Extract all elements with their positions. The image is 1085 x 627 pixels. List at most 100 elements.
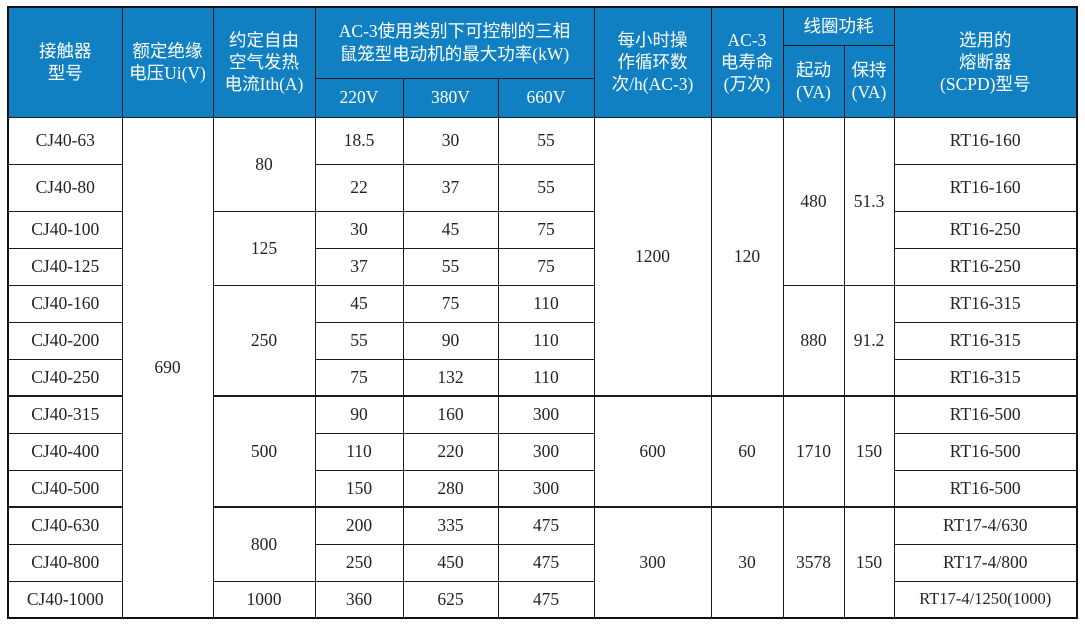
cell-model: CJ40-100 [7, 210, 123, 249]
cell-kw-220v: 18.5 [314, 116, 404, 165]
cell-kw-220v: 75 [314, 358, 404, 397]
cell-kw-220v: 30 [314, 210, 404, 249]
cell-fuse: RT17-4/800 [893, 543, 1078, 582]
cell-fuse: RT16-160 [893, 163, 1078, 212]
header-220v: 220V [314, 77, 404, 118]
cell-hold-va: 51.3 [843, 116, 895, 286]
cell-fuse: RT16-500 [893, 395, 1078, 434]
cell-life: 60 [710, 395, 784, 508]
cell-hold-va: 150 [843, 395, 895, 508]
cell-kw-380v: 45 [402, 210, 499, 249]
cell-kw-380v: 132 [402, 358, 499, 397]
cell-model: CJ40-63 [7, 116, 123, 165]
cell-kw-220v: 150 [314, 469, 404, 508]
cell-thermal-current: 80 [212, 116, 316, 212]
header-insulation-voltage: 额定绝缘 电压Ui(V) [121, 6, 214, 118]
cell-cycles: 1200 [593, 116, 712, 397]
cell-fuse: RT17-4/630 [893, 506, 1078, 545]
table-row: CJ40-800 250 450 475 RT17-4/800 [7, 543, 1078, 582]
cell-thermal-current: 500 [212, 395, 316, 508]
cell-kw-660v: 55 [497, 163, 595, 212]
cell-kw-660v: 475 [497, 506, 595, 545]
header-row-3: 220V 380V 660V [8, 77, 1077, 118]
cell-thermal-current: 800 [212, 506, 316, 582]
table-row: CJ40-63 690 80 18.5 30 55 1200 120 480 5… [7, 116, 1078, 619]
cell-kw-660v: 75 [497, 210, 595, 249]
cell-kw-380v: 90 [402, 321, 499, 360]
cell-kw-660v: 110 [497, 321, 595, 360]
header-coil-power-group: 线圈功耗 [782, 6, 895, 46]
cell-kw-660v: 475 [497, 543, 595, 582]
table-row: CJ40-1000 1000 360 625 475 RT17-4/1250(1… [7, 580, 1078, 619]
cell-cycles: 300 [593, 506, 712, 619]
table-row: CJ40-630 800 200 335 475 300 30 3578 150… [7, 506, 1078, 619]
cell-life: 30 [710, 506, 784, 619]
cell-kw-660v: 55 [497, 116, 595, 165]
cell-kw-380v: 280 [402, 469, 499, 508]
cell-kw-380v: 625 [402, 580, 499, 619]
cell-model: CJ40-160 [7, 284, 123, 323]
cell-kw-660v: 300 [497, 395, 595, 434]
table-row: CJ40-500 150 280 300 RT16-500 [7, 469, 1078, 508]
cell-model: CJ40-80 [7, 163, 123, 212]
cell-kw-380v: 220 [402, 432, 499, 471]
contactor-spec-table: 接触器 型号 额定绝缘 电压Ui(V) 约定自由 空气发热 电流Ith(A) A… [7, 6, 1078, 619]
cell-model: CJ40-200 [7, 321, 123, 360]
cell-kw-220v: 250 [314, 543, 404, 582]
cell-model: CJ40-800 [7, 543, 123, 582]
cell-fuse: RT16-315 [893, 321, 1078, 360]
table-row: CJ40-160 250 45 75 110 880 91.2 RT16-315 [7, 284, 1078, 397]
cell-life: 120 [710, 116, 784, 397]
table-row: CJ40-80 22 37 55 RT16-160 [7, 163, 1078, 212]
cell-start-va: 880 [782, 284, 845, 397]
cell-kw-220v: 90 [314, 395, 404, 434]
cell-fuse: RT17-4/1250(1000) [893, 580, 1078, 619]
cell-kw-660v: 75 [497, 247, 595, 286]
table-header: 接触器 型号 额定绝缘 电压Ui(V) 约定自由 空气发热 电流Ith(A) A… [7, 6, 1078, 118]
table-row: CJ40-125 37 55 75 RT16-250 [7, 247, 1078, 286]
header-model: 接触器 型号 [7, 6, 123, 118]
cell-fuse: RT16-500 [893, 469, 1078, 508]
cell-model: CJ40-630 [7, 506, 123, 545]
cell-kw-660v: 110 [497, 358, 595, 397]
header-coil-start-va: 起动 (VA) [782, 44, 845, 118]
cell-kw-220v: 110 [314, 432, 404, 471]
cell-model: CJ40-1000 [7, 580, 123, 619]
cell-thermal-current: 250 [212, 284, 316, 397]
cell-fuse: RT16-500 [893, 432, 1078, 471]
cell-kw-380v: 160 [402, 395, 499, 434]
header-thermal-current: 约定自由 空气发热 电流Ith(A) [212, 6, 316, 118]
cell-kw-380v: 37 [402, 163, 499, 212]
header-fuse-type: 选用的 熔断器 (SCPD)型号 [893, 6, 1078, 118]
cell-model: CJ40-500 [7, 469, 123, 508]
header-kw-group: AC-3使用类别下可控制的三相 鼠笼型电动机的最大功率(kW) [314, 6, 595, 79]
cell-thermal-current: 1000 [212, 580, 316, 619]
table-row: CJ40-200 55 90 110 RT16-315 [7, 321, 1078, 360]
cell-kw-220v: 360 [314, 580, 404, 619]
cell-model: CJ40-125 [7, 247, 123, 286]
cell-kw-660v: 300 [497, 469, 595, 508]
cell-cycles: 600 [593, 395, 712, 508]
table-row: CJ40-400 110 220 300 RT16-500 [7, 432, 1078, 471]
cell-thermal-current: 125 [212, 210, 316, 286]
cell-kw-660v: 110 [497, 284, 595, 323]
cell-model: CJ40-400 [7, 432, 123, 471]
cell-hold-va: 150 [843, 506, 895, 619]
cell-kw-660v: 300 [497, 432, 595, 471]
table-body: CJ40-63 690 80 18.5 30 55 1200 120 480 5… [7, 116, 1078, 619]
cell-model: CJ40-315 [7, 395, 123, 434]
cell-kw-380v: 450 [402, 543, 499, 582]
cell-kw-220v: 200 [314, 506, 404, 545]
cell-fuse: RT16-315 [893, 358, 1078, 397]
cell-kw-380v: 55 [402, 247, 499, 286]
cell-fuse: RT16-250 [893, 210, 1078, 249]
table-row: CJ40-250 75 132 110 RT16-315 [7, 358, 1078, 397]
cell-kw-220v: 55 [314, 321, 404, 360]
cell-fuse: RT16-315 [893, 284, 1078, 323]
cell-fuse: RT16-160 [893, 116, 1078, 165]
header-row-1: 接触器 型号 额定绝缘 电压Ui(V) 约定自由 空气发热 电流Ith(A) A… [7, 6, 1078, 118]
cell-kw-380v: 335 [402, 506, 499, 545]
cell-kw-220v: 37 [314, 247, 404, 286]
cell-kw-380v: 75 [402, 284, 499, 323]
